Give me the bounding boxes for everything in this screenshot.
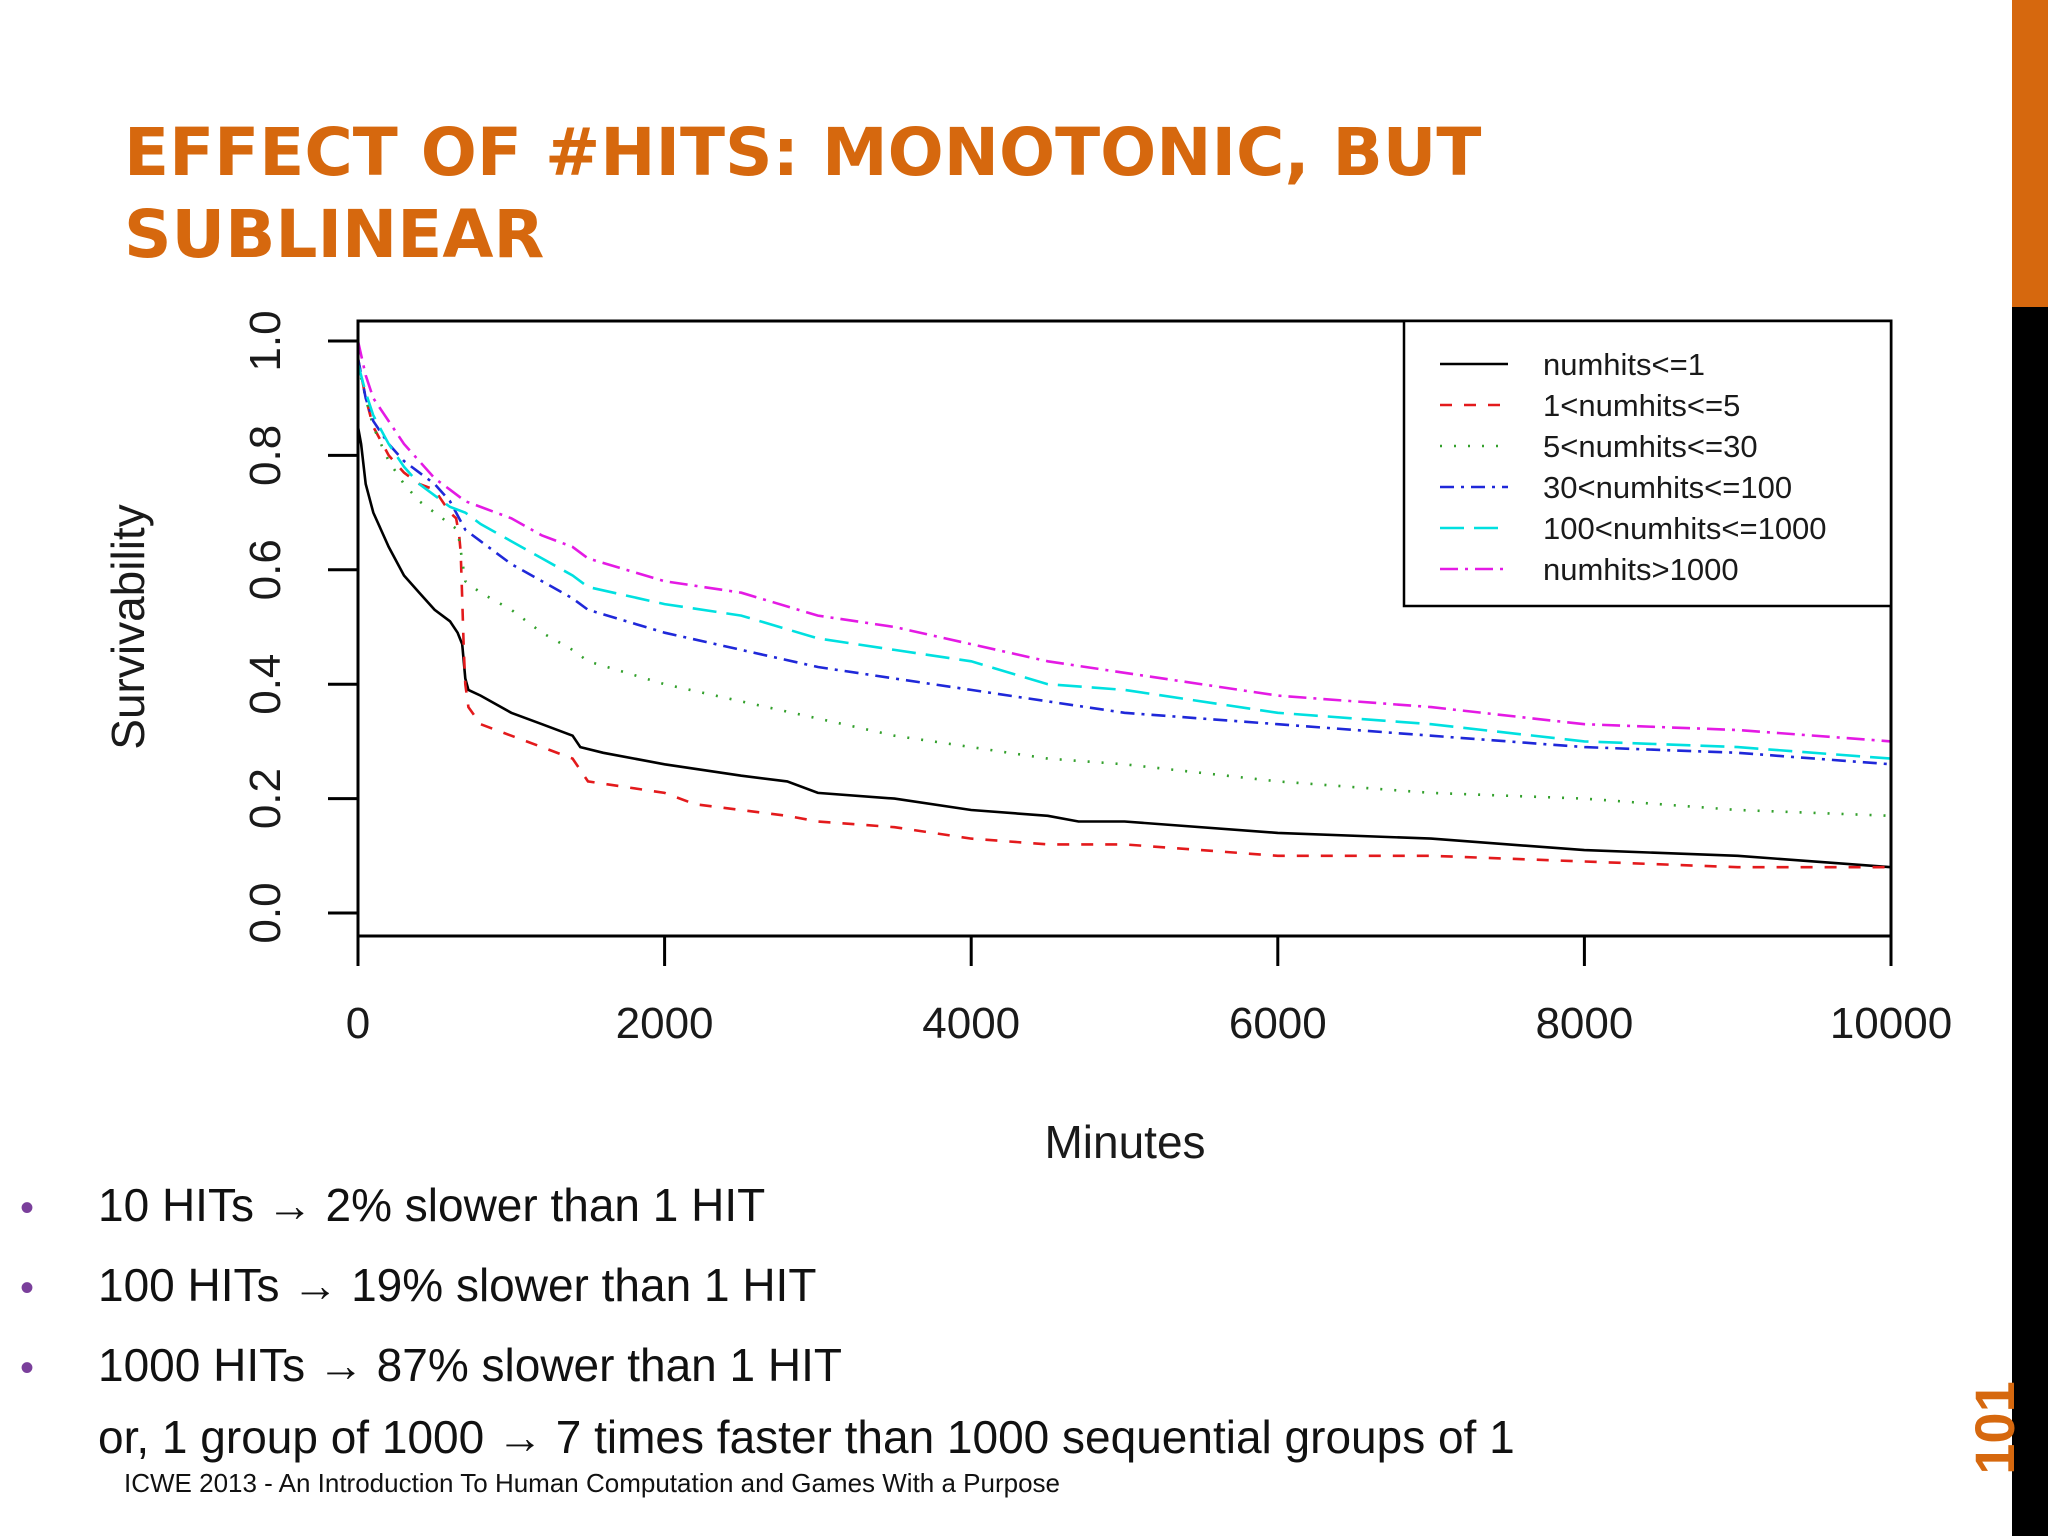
bullet-dot: • [20, 1266, 35, 1310]
slide-title-line-1: EFFECT OF #HITS: MONOTONIC, BUT [124, 114, 1482, 191]
series-line-6 [356, 340, 1892, 743]
x-tick-label: 8000 [1535, 999, 1633, 1048]
y-tick-label: 0.8 [241, 425, 290, 486]
plot-frame [356, 319, 1893, 938]
y-tick-label: 1.0 [241, 310, 290, 371]
legend: numhits<=1 1<numhits<=5 5<numhits<=30 30<nu… [1402, 319, 1893, 608]
y-tick-label: 0.6 [241, 539, 290, 600]
bullet-text: 100 HITs → 19% slower than 1 HIT [98, 1259, 817, 1311]
x-tick-label: 6000 [1229, 999, 1327, 1048]
bullet-text: 10 HITs → 2% slower than 1 HIT [98, 1179, 766, 1231]
legend-label: 5<numhits<=30 [1543, 429, 1758, 464]
bullet-text: 1000 HITs → 87% slower than 1 HIT [98, 1339, 842, 1391]
bullet-dot: • [20, 1186, 35, 1230]
side-dark-bar [2012, 307, 2048, 1536]
x-tick-label: 0 [346, 999, 370, 1048]
series-layer [356, 340, 1892, 869]
legend-label: numhits<=1 [1543, 347, 1705, 382]
legend-label: 30<numhits<=100 [1543, 470, 1792, 505]
bullet-item-3: • 1000 HITs → 87% slower than 1 HIT [20, 1338, 842, 1392]
bullet-dot: • [20, 1346, 35, 1390]
x-tick-label: 4000 [922, 999, 1020, 1048]
bullet-item-2: • 100 HITs → 19% slower than 1 HIT [20, 1258, 816, 1312]
series-line-5 [356, 363, 1892, 760]
legend-label: 1<numhits<=5 [1543, 388, 1740, 423]
legend-label: 100<numhits<=1000 [1543, 511, 1827, 546]
slide-title: EFFECT OF #HITS: MONOTONIC, BUT SUBLINEA… [124, 112, 1824, 276]
y-axis-label: Survivability [102, 504, 154, 749]
side-accent-bar [2012, 0, 2048, 307]
bullet-continuation: or, 1 group of 1000 → 7 times faster tha… [98, 1411, 1515, 1463]
legend-label: numhits>1000 [1543, 552, 1739, 587]
x-tick-label: 2000 [616, 999, 714, 1048]
slide-title-line-2: SUBLINEAR [124, 196, 545, 273]
series-line-4 [356, 357, 1892, 766]
axis-layer: 0 2000 4000 6000 8000 10000 0.0 0.2 0.4 0.6 0.8 1.0 [241, 310, 1952, 1048]
y-tick-label: 0.2 [241, 768, 290, 829]
y-tick-label: 0.0 [241, 882, 290, 943]
series-line-1 [356, 426, 1892, 869]
series-line-2 [356, 357, 1891, 869]
legend-box [1402, 319, 1893, 608]
bullet-item-1: • 10 HITs → 2% slower than 1 HIT [20, 1178, 765, 1232]
x-tick-label: 10000 [1830, 999, 1952, 1048]
x-axis-label: Minutes [1044, 1116, 1205, 1168]
y-tick-label: 0.4 [241, 654, 290, 715]
footer-text: ICWE 2013 - An Introduction To Human Com… [124, 1468, 1060, 1498]
